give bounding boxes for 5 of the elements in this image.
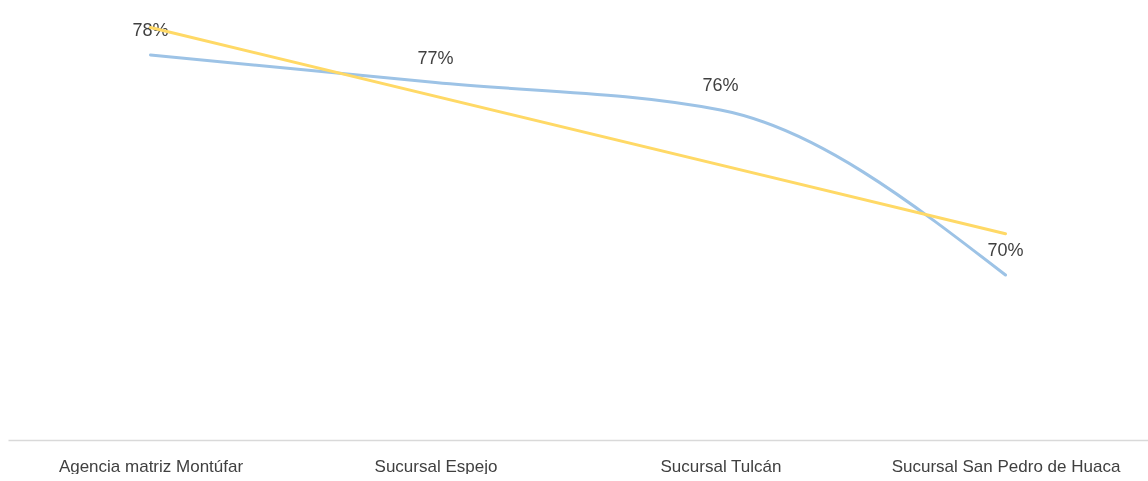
data-label: 77% bbox=[417, 47, 454, 68]
x-tick-label: Sucursal San Pedro de Huaca bbox=[891, 456, 1121, 476]
data-label: 70% bbox=[987, 240, 1024, 260]
x-tick-label: Sucursal Tulcán bbox=[660, 456, 782, 476]
data-label: 76% bbox=[702, 75, 739, 95]
